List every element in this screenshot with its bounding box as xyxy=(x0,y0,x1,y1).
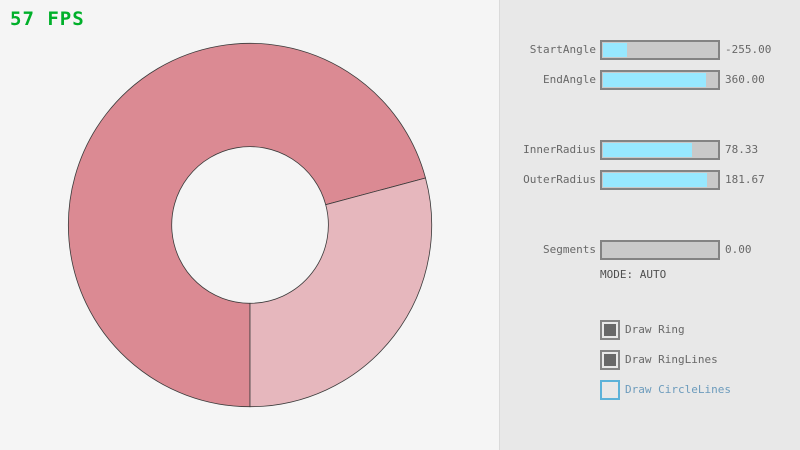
checkbox-label: Draw CircleLines xyxy=(625,383,731,396)
slider-value: 78.33 xyxy=(725,143,759,156)
checkbox-label: Draw RingLines xyxy=(625,353,718,366)
mode-label: MODE: AUTO xyxy=(600,268,667,281)
slider-start-angle[interactable]: StartAngle -255.00 xyxy=(500,40,800,60)
slider-label: EndAngle xyxy=(543,73,596,86)
checkbox-box[interactable] xyxy=(600,350,620,370)
slider-value: 360.00 xyxy=(725,73,765,86)
slider-label: StartAngle xyxy=(529,43,596,56)
slider-track[interactable] xyxy=(600,70,720,90)
ring-canvas xyxy=(68,42,433,408)
slider-fill xyxy=(603,143,692,157)
slider-end-angle[interactable]: EndAngle 360.00 xyxy=(500,70,800,90)
checkbox-box[interactable] xyxy=(600,320,620,340)
checkbox-draw-circlelines[interactable]: Draw CircleLines xyxy=(600,380,800,400)
checkbox-check xyxy=(604,354,616,366)
slider-label: OuterRadius xyxy=(523,173,596,186)
slider-track[interactable] xyxy=(600,40,720,60)
checkbox-box[interactable] xyxy=(600,380,620,400)
checkbox-check xyxy=(604,324,616,336)
slider-inner-radius[interactable]: InnerRadius 78.33 xyxy=(500,140,800,160)
checkbox-label: Draw Ring xyxy=(625,323,685,336)
fps-counter: 57 FPS xyxy=(10,8,85,30)
checkbox-draw-ringlines[interactable]: Draw RingLines xyxy=(600,350,800,370)
slider-fill xyxy=(603,43,627,57)
slider-fill xyxy=(603,173,707,187)
slider-outer-radius[interactable]: OuterRadius 181.67 xyxy=(500,170,800,190)
slider-segments[interactable]: Segments 0.00 xyxy=(500,240,800,260)
slider-value: 181.67 xyxy=(725,173,765,186)
checkbox-draw-ring[interactable]: Draw Ring xyxy=(600,320,800,340)
slider-label: Segments xyxy=(543,243,596,256)
slider-fill xyxy=(603,73,706,87)
slider-value: 0.00 xyxy=(725,243,752,256)
control-panel: StartAngle -255.00 EndAngle 360.00 Inner… xyxy=(499,0,800,450)
slider-track[interactable] xyxy=(600,170,720,190)
slider-track[interactable] xyxy=(600,140,720,160)
slider-track[interactable] xyxy=(600,240,720,260)
ring-single-sector xyxy=(249,177,433,408)
ring-overlap-sector xyxy=(68,42,426,408)
slider-value: -255.00 xyxy=(725,43,772,56)
slider-label: InnerRadius xyxy=(523,143,596,156)
